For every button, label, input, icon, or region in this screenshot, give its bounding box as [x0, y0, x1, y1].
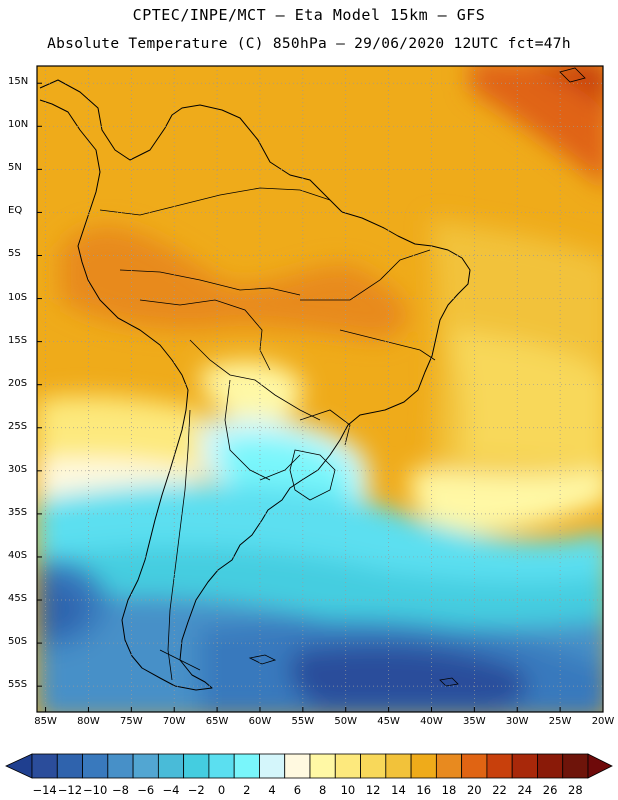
lon-label: 55W	[291, 716, 315, 727]
lon-label: 70W	[162, 716, 186, 727]
colorbar-label: −2	[187, 783, 205, 797]
lat-label: 10N	[8, 119, 29, 131]
colorbar-label: 8	[318, 783, 327, 797]
colorbar-label: −10	[83, 783, 108, 797]
field-sw-deep	[37, 580, 85, 635]
colorbar-label: 24	[517, 783, 533, 797]
country-borders	[99, 187, 436, 681]
colorbar-label: 28	[568, 783, 583, 797]
colorbar-swatch	[82, 753, 109, 779]
lon-label: 80W	[77, 716, 100, 727]
colorbar-swatch	[107, 753, 134, 779]
colorbar-swatch	[385, 753, 412, 779]
colorbar-swatch	[537, 753, 564, 779]
field-central-cream	[200, 361, 303, 425]
colorbar-swatch	[183, 753, 210, 779]
colorbar-swatch	[31, 753, 58, 779]
colorbar-swatch	[284, 753, 311, 779]
field-south-darkest	[289, 645, 528, 710]
lat-label: 50S	[8, 636, 28, 648]
colorbar-label: 18	[441, 783, 457, 797]
lat-label: 20S	[8, 377, 28, 389]
colorbar-label: 2	[243, 783, 251, 797]
colorbar-label: −4	[162, 783, 180, 797]
colorbar-label: 12	[365, 783, 381, 797]
colorbar-label: −12	[57, 783, 83, 797]
colorbar-label: 26	[542, 783, 558, 797]
lat-label: 5S	[8, 248, 21, 260]
lat-label: 45S	[8, 593, 28, 605]
colorbar	[5, 753, 613, 779]
colorbar-swatch	[56, 753, 83, 779]
lon-label: 25W	[548, 716, 572, 727]
colorbar-overflow-triangle	[587, 753, 613, 779]
colorbar-swatch	[233, 753, 260, 779]
lon-label: 50W	[334, 716, 358, 727]
colorbar-label: 20	[466, 783, 482, 797]
lon-label: 85W	[34, 716, 57, 727]
field-ocean-east-2	[450, 330, 603, 470]
lat-label: 15N	[8, 76, 29, 88]
colorbar-swatch	[259, 753, 286, 779]
colorbar-label: −14	[32, 783, 57, 797]
field-warm-northeast	[470, 66, 603, 185]
colorbar-swatch	[334, 753, 361, 779]
lat-label: 40S	[8, 549, 28, 561]
lon-label: 30W	[505, 716, 529, 727]
lat-label: 5N	[8, 162, 22, 174]
colorbar-swatch	[208, 753, 235, 779]
lat-label: 55S	[8, 679, 28, 691]
field-pale-east	[410, 470, 603, 533]
lat-label: 25S	[8, 420, 28, 432]
lon-label: 20W	[591, 716, 615, 727]
map-title-line2: Absolute Temperature (C) 850hPa – 29/06/…	[47, 36, 571, 52]
lat-label: 10S	[8, 291, 28, 303]
lon-label: 65W	[205, 716, 229, 727]
colorbar-label: 10	[340, 783, 356, 797]
axis-ticks	[37, 82, 604, 712]
colorbar-swatch	[360, 753, 387, 779]
temperature-field	[37, 66, 603, 712]
lon-label: 45W	[377, 716, 400, 727]
lon-label: 35W	[463, 716, 486, 727]
colorbar-swatch	[486, 753, 513, 779]
colorbar-label: 6	[293, 783, 302, 797]
colorbar-swatch	[461, 753, 488, 779]
colorbar-swatch	[309, 753, 336, 779]
lat-label: 15S	[8, 334, 28, 346]
lon-label: 40W	[420, 716, 443, 727]
map-title-line1: CPTEC/INPE/MCT – Eta Model 15km – GFS	[132, 6, 486, 24]
lat-label: EQ	[8, 205, 23, 217]
coastline	[39, 79, 471, 691]
colorbar-label: 16	[416, 783, 432, 797]
colorbar-label: 0	[217, 783, 226, 797]
field-warm-ne-core	[540, 66, 603, 105]
islands	[248, 67, 586, 687]
colorbar-label: −8	[111, 783, 129, 797]
lon-label: 60W	[248, 716, 272, 727]
colorbar-swatch	[511, 753, 538, 779]
lon-label: 75W	[120, 716, 143, 727]
map-frame	[36, 65, 604, 713]
colorbar-swatch	[132, 753, 159, 779]
lat-label: 30S	[8, 463, 28, 475]
colorbar-label: 22	[492, 783, 507, 797]
field-warm-north	[60, 226, 408, 340]
lat-label: 35S	[8, 506, 28, 518]
colorbar-label: 14	[391, 783, 406, 797]
colorbar-swatch	[157, 753, 185, 779]
colorbar-underflow-triangle	[5, 753, 33, 779]
colorbar-swatch	[562, 753, 589, 779]
colorbar-label: 4	[268, 783, 276, 797]
colorbar-swatch	[410, 753, 437, 779]
colorbar-label: −6	[137, 783, 155, 797]
colorbar-swatch	[435, 753, 463, 779]
